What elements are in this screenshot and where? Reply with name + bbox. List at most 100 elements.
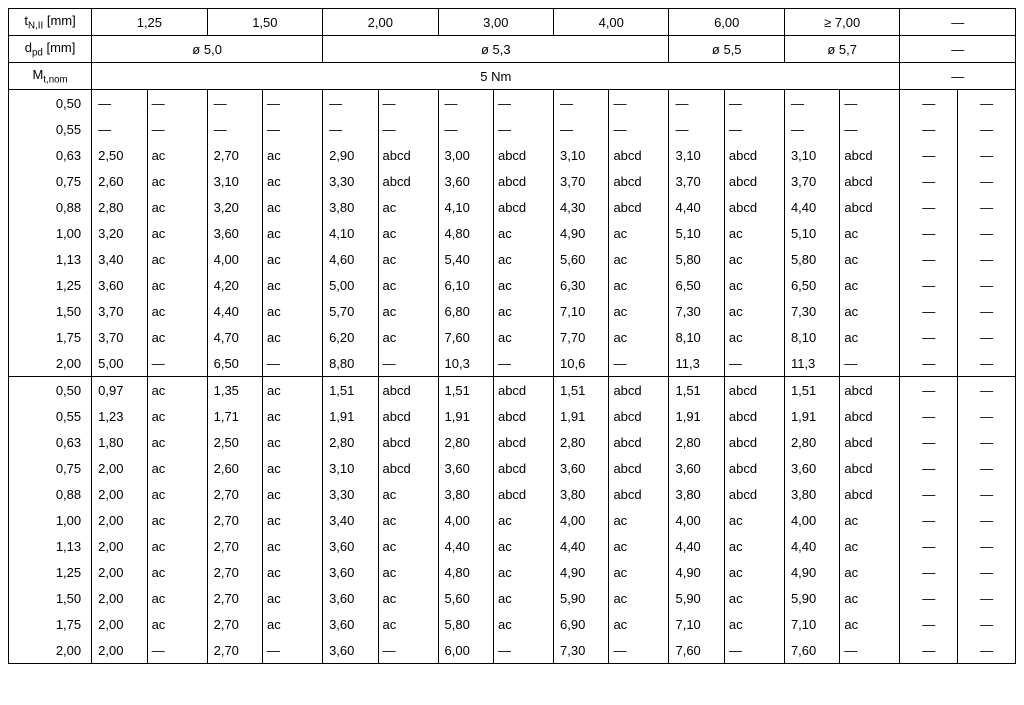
row-thickness: 0,63 xyxy=(34,429,92,455)
value-cell: 8,10 xyxy=(669,324,724,350)
note-cell: — xyxy=(263,90,323,117)
note-cell: ac xyxy=(609,298,669,324)
dash-cell: — xyxy=(900,220,958,246)
note-cell: ac xyxy=(378,220,438,246)
note-cell: ac xyxy=(378,507,438,533)
note-cell: ac xyxy=(263,533,323,559)
row-thickness: 2,00 xyxy=(34,637,92,664)
dash-cell: — xyxy=(900,429,958,455)
value-cell: 4,40 xyxy=(554,533,609,559)
note-cell: ac xyxy=(840,298,900,324)
note-cell: abcd xyxy=(493,481,553,507)
note-cell: ac xyxy=(493,585,553,611)
row-thickness: 0,50 xyxy=(34,90,92,117)
row-thickness: 0,55 xyxy=(34,116,92,142)
note-cell: abcd xyxy=(840,377,900,404)
value-cell: — xyxy=(207,90,262,117)
value-cell: 1,80 xyxy=(92,429,147,455)
dash-cell: — xyxy=(900,90,958,117)
row-thickness: 1,25 xyxy=(34,559,92,585)
value-cell: 2,70 xyxy=(207,142,262,168)
dash-cell: — xyxy=(958,533,1016,559)
value-cell: 6,90 xyxy=(554,611,609,637)
dash-cell: — xyxy=(900,533,958,559)
value-cell: 5,80 xyxy=(784,246,839,272)
dash-cell: — xyxy=(900,116,958,142)
value-cell: 4,90 xyxy=(554,220,609,246)
note-cell: ac xyxy=(263,142,323,168)
value-cell: 7,60 xyxy=(669,637,724,664)
note-cell: ac xyxy=(840,246,900,272)
note-cell: ac xyxy=(147,246,207,272)
note-cell: ac xyxy=(147,533,207,559)
value-cell: 3,60 xyxy=(438,455,493,481)
note-cell: abcd xyxy=(840,455,900,481)
note-cell: ac xyxy=(147,324,207,350)
value-cell: 3,70 xyxy=(784,168,839,194)
note-cell: ac xyxy=(609,611,669,637)
note-cell: abcd xyxy=(493,403,553,429)
value-cell: 6,00 xyxy=(438,637,493,664)
value-cell: 1,35 xyxy=(207,377,262,404)
note-cell: ac xyxy=(724,272,784,298)
value-cell: 7,10 xyxy=(784,611,839,637)
value-cell: 2,80 xyxy=(554,429,609,455)
row-thickness: 0,88 xyxy=(34,194,92,220)
value-cell: 5,40 xyxy=(438,246,493,272)
note-cell: ac xyxy=(609,507,669,533)
note-cell: — xyxy=(840,350,900,377)
value-cell: 3,60 xyxy=(669,455,724,481)
note-cell: ac xyxy=(493,533,553,559)
note-cell: abcd xyxy=(378,168,438,194)
note-cell: abcd xyxy=(609,481,669,507)
row-thickness: 1,25 xyxy=(34,272,92,298)
note-cell: — xyxy=(493,90,553,117)
row-thickness: 0,88 xyxy=(34,481,92,507)
value-cell: 7,70 xyxy=(554,324,609,350)
note-cell: abcd xyxy=(378,429,438,455)
note-cell: abcd xyxy=(378,142,438,168)
note-cell: ac xyxy=(724,533,784,559)
dash-cell: — xyxy=(958,507,1016,533)
value-cell: 3,10 xyxy=(554,142,609,168)
value-cell: 3,60 xyxy=(323,559,378,585)
value-cell: 1,91 xyxy=(669,403,724,429)
tN-col-3: 3,00 xyxy=(438,9,553,36)
value-cell: 1,71 xyxy=(207,403,262,429)
value-cell: 3,10 xyxy=(669,142,724,168)
header-Mtnom: Mt,nom xyxy=(9,63,92,90)
note-cell: ac xyxy=(378,533,438,559)
dash-cell: — xyxy=(958,246,1016,272)
Mt-value: 5 Nm xyxy=(92,63,900,90)
note-cell: ac xyxy=(378,272,438,298)
note-cell: ac xyxy=(263,559,323,585)
value-cell: 3,80 xyxy=(669,481,724,507)
value-cell: 1,51 xyxy=(323,377,378,404)
dash-cell: — xyxy=(958,220,1016,246)
note-cell: abcd xyxy=(493,429,553,455)
dash-cell: — xyxy=(958,168,1016,194)
note-cell: ac xyxy=(493,559,553,585)
value-cell: 2,90 xyxy=(323,142,378,168)
dash-cell: — xyxy=(958,455,1016,481)
value-cell: 6,50 xyxy=(669,272,724,298)
row-thickness: 0,75 xyxy=(34,168,92,194)
value-cell: 4,40 xyxy=(784,194,839,220)
value-cell: 11,3 xyxy=(784,350,839,377)
note-cell: abcd xyxy=(840,142,900,168)
note-cell: abcd xyxy=(724,377,784,404)
value-cell: 6,30 xyxy=(554,272,609,298)
note-cell: — xyxy=(493,350,553,377)
note-cell: abcd xyxy=(840,403,900,429)
value-cell: — xyxy=(323,116,378,142)
value-cell: 3,60 xyxy=(207,220,262,246)
row-thickness: 1,75 xyxy=(34,324,92,350)
dash-cell: — xyxy=(900,350,958,377)
value-cell: 3,60 xyxy=(438,168,493,194)
value-cell: 3,10 xyxy=(784,142,839,168)
value-cell: 7,10 xyxy=(554,298,609,324)
note-cell: ac xyxy=(263,324,323,350)
value-cell: 3,70 xyxy=(669,168,724,194)
note-cell: abcd xyxy=(840,194,900,220)
value-cell: 2,50 xyxy=(92,142,147,168)
